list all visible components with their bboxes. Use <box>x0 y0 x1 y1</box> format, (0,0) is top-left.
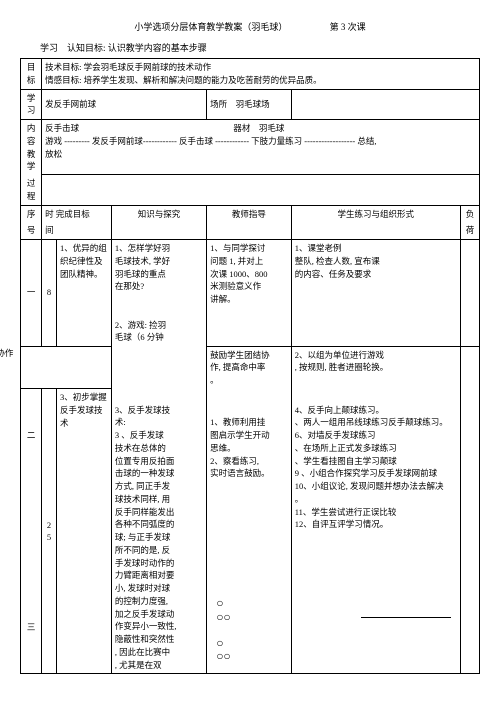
knowledge-2: 3、反手发球技 术: 3 、反手发球 技术在总体的 位置专用反拍面 击球的一种发… <box>111 389 206 674</box>
col-student: 学生练习与组织形式 <box>291 205 460 222</box>
col-knowledge: 知识与探究 <box>111 205 206 222</box>
seq-2: 二 三 <box>21 389 42 674</box>
label-process: 过程 <box>21 175 42 205</box>
col-time2: 间 <box>42 222 112 239</box>
goal-text: 技术目标: 学会羽毛球反手网前球的技术动作 情感目标: 培养学生发现、解析和解决… <box>42 59 480 90</box>
content-text: 反手击球 器材 羽毛球 游戏 --------- 发反手网前球---------… <box>42 120 480 175</box>
teacher-1: 1、与同学探讨 问题 1, 并对上 次课 1000、800 米测验意义作 讲解。 <box>207 240 292 347</box>
label-learn: 学习 <box>21 89 42 120</box>
seq-1: 一 <box>21 240 42 347</box>
student-2: 4、反手向上颠球练习。 、两人一组用吊线球练习反手颠球练习。 6、对墙反手发球练… <box>291 389 460 674</box>
time-2: 2 5 <box>42 389 57 674</box>
col-load: 负 <box>460 205 479 222</box>
col-seq: 序 <box>21 205 42 222</box>
col-load2: 荷 <box>460 222 479 239</box>
goal-1: 1、优异的组 织纪律性及 团队精神。 <box>56 240 111 347</box>
knowledge-1: 1、怎样学好羽 毛球技术, 学好 羽毛球的重点 在那处? 2、游戏: 捡羽 毛球… <box>111 240 206 347</box>
label-content: 内容 教学 <box>21 120 42 176</box>
lesson-number: 第 3 次课 <box>330 20 366 33</box>
label-goal: 目标 <box>21 59 42 90</box>
col-time-goal: 时 完成目标 <box>42 205 112 222</box>
pre-text: 认知目标: 认识教学内容的基本步骤 <box>67 43 207 53</box>
goal-2: 3、初步掌握 反手发球技 术 <box>56 389 111 674</box>
teacher-2: 1、教师利用挂 图启示学生开动 思维。 2、察看练习, 实时语言鼓励。 ○ ○○… <box>207 389 292 674</box>
time-1: 8 <box>42 240 57 347</box>
page-title: 小学选项分层体育教学教案（羽毛球） <box>134 20 287 33</box>
student-1: 1、课堂老例 整队, 检查人数, 宣布课 的内容、任务及要求 <box>291 240 460 347</box>
col-seq2: 号 <box>21 222 42 239</box>
pre-label: 学习 <box>40 43 58 53</box>
teacher-mid: 鼓励学生团结协 作, 提高命中率 。 <box>207 346 292 389</box>
venue-label: 场所 羽毛球场 <box>207 89 292 120</box>
lesson-plan-table: 目标 技术目标: 学会羽毛球反手网前球的技术动作 情感目标: 培养学生发现、解析… <box>20 58 480 674</box>
circles-diagram: ○ ○○ ○ ○○ <box>216 597 231 663</box>
venue-cell <box>291 89 479 120</box>
side-note: 2.团结协作 <box>0 347 13 360</box>
student-mid: 2、以组为单位进行游戏 , 按规则, 胜者进圈轮换。 <box>291 346 460 389</box>
col-teacher: 教师指导 <box>207 205 292 222</box>
learn-text: 发反手网前球 <box>42 89 207 120</box>
